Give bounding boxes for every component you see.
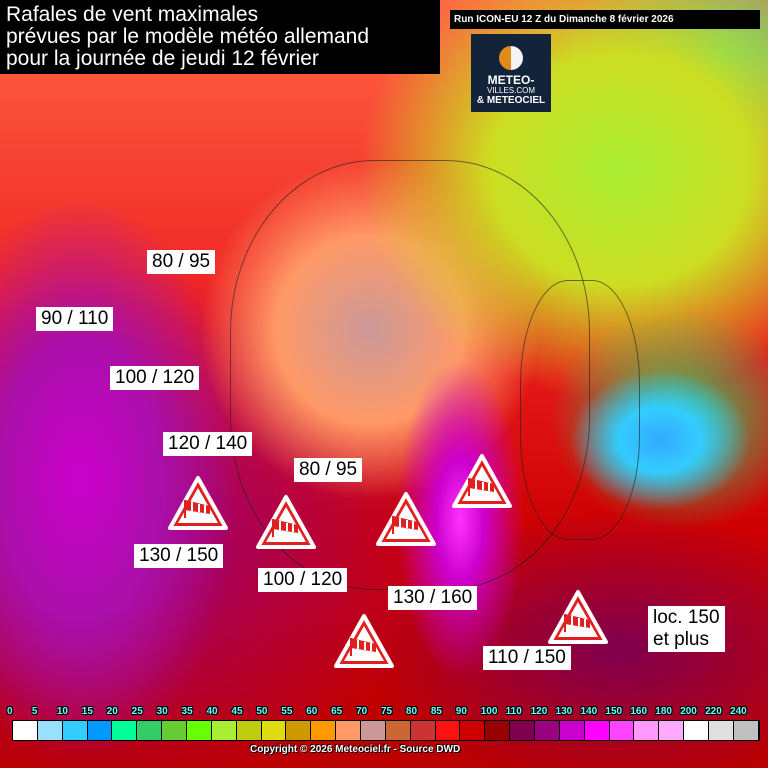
- legend-value: 0: [7, 706, 13, 717]
- legend-swatch: [684, 721, 710, 740]
- legend-swatch: [410, 721, 436, 740]
- logo-text: & METEOCIEL: [476, 95, 546, 106]
- legend-value: 85: [430, 706, 442, 717]
- legend-value: 180: [655, 706, 672, 717]
- legend-swatch: [261, 721, 287, 740]
- legend-swatch: [510, 721, 536, 740]
- legend-value: 140: [580, 706, 598, 717]
- legend-color-scale: [12, 720, 760, 741]
- logo-text: VILLES.COM: [486, 86, 535, 95]
- legend-swatch: [535, 721, 560, 740]
- legend-swatch: [211, 721, 237, 740]
- gust-label: 80 / 95: [147, 250, 216, 274]
- legend-value: 55: [281, 706, 293, 717]
- windsock-warning-triangle-icon: [334, 614, 394, 668]
- logo-icon: [499, 46, 523, 70]
- legend-swatch: [733, 721, 759, 740]
- gust-label: 120 / 140: [163, 432, 253, 456]
- gust-label: 130 / 150: [134, 544, 224, 568]
- legend-value: 200: [680, 706, 697, 717]
- legend-swatch: [311, 721, 337, 740]
- alps-border: [520, 280, 640, 540]
- windsock-warning-triangle-icon: [452, 454, 512, 508]
- legend-value: 160: [630, 706, 648, 717]
- legend-value: 25: [131, 706, 143, 717]
- legend-swatch: [584, 721, 610, 740]
- legend-swatch: [286, 721, 312, 740]
- gust-label: 130 / 160: [388, 586, 478, 610]
- legend-value: 60: [306, 706, 318, 717]
- legend-value: 15: [81, 706, 93, 717]
- legend-swatch: [634, 721, 660, 740]
- legend-value: 75: [381, 706, 393, 717]
- windsock-warning-triangle-icon: [256, 495, 316, 549]
- gust-label: loc. 150 et plus: [648, 606, 725, 652]
- legend-swatch: [112, 721, 138, 740]
- legend-value: 45: [231, 706, 243, 717]
- legend-value: 35: [181, 706, 193, 717]
- legend-value: 220: [705, 706, 722, 717]
- legend-value: 110: [505, 706, 522, 717]
- legend-swatch: [62, 721, 88, 740]
- legend-value: 100: [480, 706, 498, 717]
- legend-value: 120: [530, 706, 548, 717]
- legend-value: 40: [206, 706, 218, 717]
- logo: METEO- VILLES.COM & METEOCIEL: [471, 34, 551, 112]
- legend-swatch: [37, 721, 63, 740]
- run-info: Run ICON-EU 12 Z du Dimanche 8 février 2…: [450, 10, 760, 29]
- legend-swatch: [385, 721, 411, 740]
- legend-swatch: [162, 721, 188, 740]
- legend-value: 130: [555, 706, 573, 717]
- legend-value: 70: [356, 706, 368, 717]
- legend-value: 20: [106, 706, 118, 717]
- legend-swatch: [87, 721, 113, 740]
- legend-value: 65: [331, 706, 343, 717]
- legend-value: 150: [605, 706, 623, 717]
- legend-value: 90: [455, 706, 467, 717]
- legend-swatch: [435, 721, 461, 740]
- windsock-warning-triangle-icon: [548, 590, 608, 644]
- gust-label: 100 / 120: [110, 366, 200, 390]
- legend-swatch: [137, 721, 163, 740]
- title-line: Rafales de vent maximales: [6, 3, 259, 26]
- map-title: Rafales de vent maximales prévues par le…: [0, 0, 440, 74]
- title-line: pour la journée de jeudi 12 février: [6, 47, 319, 70]
- legend-swatch: [609, 721, 635, 740]
- legend-value: 30: [156, 706, 168, 717]
- legend-value: 240: [730, 706, 747, 717]
- legend-value: 5: [31, 706, 38, 717]
- gust-label: 90 / 110: [36, 307, 114, 331]
- copyright: Copyright © 2026 Meteociel.fr - Source D…: [250, 744, 461, 755]
- windsock-warning-triangle-icon: [168, 476, 228, 530]
- windsock-warning-triangle-icon: [376, 492, 436, 546]
- legend-swatch: [460, 721, 486, 740]
- legend-swatch: [659, 721, 685, 740]
- legend-swatch: [361, 721, 386, 740]
- gust-label: 110 / 150: [483, 646, 571, 670]
- legend-value: 80: [405, 706, 418, 717]
- legend-value: 50: [256, 706, 268, 717]
- gust-label: 100 / 120: [258, 568, 348, 592]
- legend-swatch: [709, 721, 734, 740]
- gust-label: 80 / 95: [294, 458, 363, 482]
- legend-swatch: [13, 721, 38, 740]
- logo-text: METEO-: [487, 73, 535, 87]
- title-line: prévues par le modèle météo allemand: [6, 25, 370, 48]
- legend-labels: 0 5 10 15 20 25 30 35 40 45 50 55 60 65 70 75 80 85 90 100 1…: [0, 706, 768, 720]
- legend-swatch: [336, 721, 362, 740]
- legend-swatch: [559, 721, 585, 740]
- legend-value: 10: [56, 706, 68, 717]
- legend-swatch: [187, 721, 212, 740]
- legend-swatch: [485, 721, 511, 740]
- legend-swatch: [236, 721, 262, 740]
